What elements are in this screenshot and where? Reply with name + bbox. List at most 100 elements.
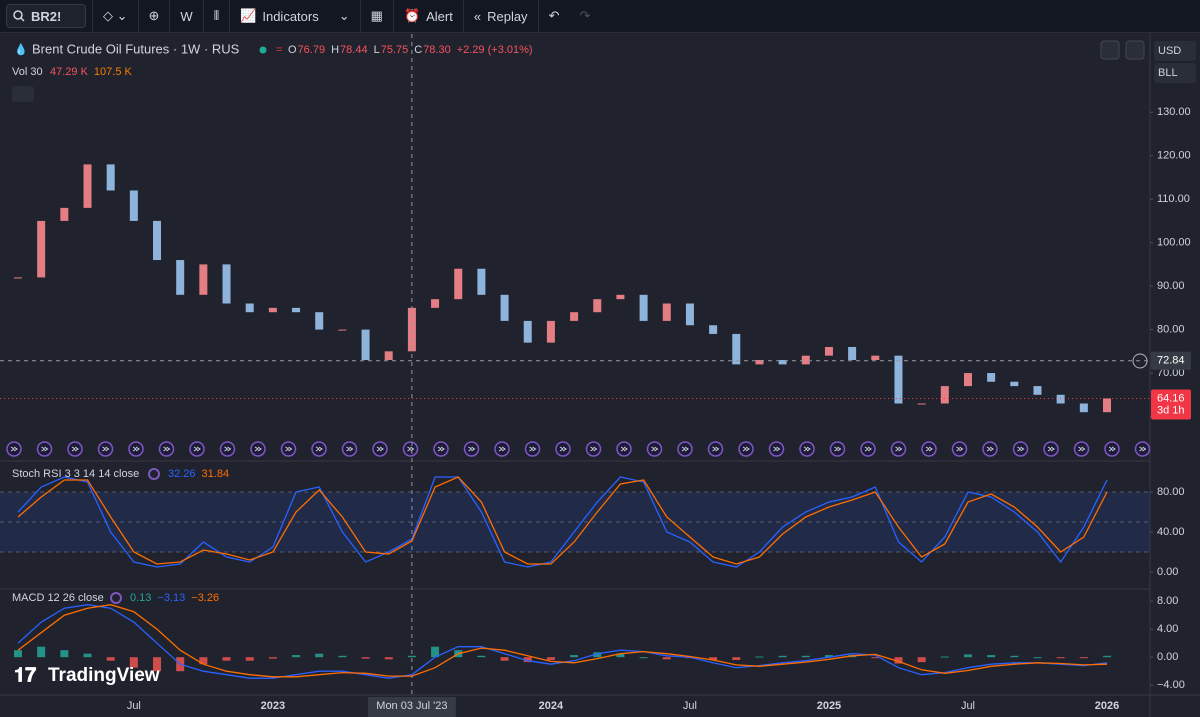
- event-arrow: [925, 446, 933, 452]
- search-icon: [13, 10, 25, 22]
- candle: [292, 307, 301, 313]
- chart: USD BLL 60.0070.0080.0090.00100.00110.00…: [0, 33, 1200, 717]
- histogram-bar: [292, 655, 301, 658]
- currency: USD: [1158, 45, 1181, 57]
- favorites[interactable]: ◇ ⌄: [92, 0, 139, 33]
- symbol-search[interactable]: BR2!: [6, 4, 86, 28]
- interval[interactable]: W: [170, 0, 204, 33]
- currency-box[interactable]: [1154, 41, 1196, 61]
- indicators-button[interactable]: 📈 Indicators ⌄: [230, 0, 361, 33]
- undo[interactable]: ↶: [548, 8, 560, 23]
- histogram-bar: [199, 657, 208, 665]
- alert-button[interactable]: ⏰ Alert: [394, 0, 464, 33]
- event-arrow: [651, 446, 659, 452]
- histogram-bar: [153, 657, 162, 672]
- ohlc-value: 75.75: [381, 44, 409, 56]
- brand-logo: 𝟏𝟕: [14, 664, 36, 686]
- event-arrow: [956, 446, 964, 452]
- event-arrow: [590, 446, 598, 452]
- ohlc-value: 78.44: [340, 44, 368, 56]
- histogram-bar: [546, 657, 555, 660]
- ohlc-key: L: [374, 44, 380, 56]
- stoch-icon: [148, 468, 160, 480]
- last-price: 64.16: [1157, 392, 1185, 404]
- candle: [176, 260, 185, 295]
- replay-button[interactable]: «Replay: [464, 0, 539, 33]
- candle: [454, 268, 463, 300]
- candle: [778, 360, 787, 365]
- y-tick-label: 100.00: [1157, 237, 1191, 249]
- background: [0, 33, 1200, 717]
- histogram-bar: [222, 657, 231, 661]
- candle: [709, 325, 718, 334]
- histogram-bar: [987, 655, 996, 658]
- event-arrow: [773, 446, 781, 452]
- candle: [755, 360, 764, 365]
- histogram-bar: [639, 657, 648, 659]
- event-arrow: [163, 446, 171, 452]
- y-tick-label: 130.00: [1157, 106, 1191, 118]
- histogram-bar: [1010, 655, 1019, 658]
- event-arrow: [254, 446, 262, 452]
- histogram-bar: [129, 657, 138, 668]
- redo[interactable]: ↷: [579, 8, 591, 23]
- event-arrow: [71, 446, 79, 452]
- x-tick-label: Mon 03 Jul '23: [376, 700, 447, 712]
- histogram-bar: [732, 657, 741, 660]
- histogram-bar: [37, 646, 46, 658]
- crosshair-price-box: [1151, 351, 1191, 370]
- event-arrow: [193, 446, 201, 452]
- y-tick-label: 4.00: [1157, 623, 1178, 635]
- macd-name: MACD 12 26 close: [12, 592, 104, 604]
- unit-box[interactable]: [1154, 63, 1196, 83]
- histogram-bar: [755, 656, 764, 658]
- ohlc-key: O: [288, 44, 297, 56]
- histogram-bar: [662, 657, 671, 660]
- band-fill: [0, 492, 1150, 552]
- event-arrow: [986, 446, 994, 452]
- x-tick-label: 2026: [1095, 700, 1119, 712]
- histogram-bar: [431, 646, 440, 658]
- event-arrow: [1139, 446, 1147, 452]
- brand-name: TradingView: [48, 665, 160, 686]
- layouts[interactable]: ▦: [361, 0, 394, 33]
- candle: [1079, 403, 1088, 413]
- candle: [546, 320, 555, 343]
- histogram-bar: [1033, 657, 1042, 659]
- histogram-bar: [338, 655, 347, 658]
- event-arrow: [102, 446, 110, 452]
- histogram-bar: [268, 657, 277, 659]
- candle: [199, 264, 208, 295]
- candle: [83, 164, 92, 208]
- candle: [1103, 398, 1111, 413]
- candle: [106, 164, 115, 191]
- histogram-bar: [940, 656, 949, 658]
- fullscreen-button[interactable]: [1125, 40, 1145, 60]
- event-arrow: [1017, 446, 1025, 452]
- y-tick-label: 70.00: [1157, 367, 1185, 379]
- status-icon: =: [276, 44, 282, 56]
- chart-type[interactable]: ⫴: [204, 0, 231, 33]
- candle: [639, 294, 648, 321]
- candle: [848, 346, 857, 361]
- candle: [477, 268, 486, 295]
- legend-value: 47.29 K: [50, 66, 89, 78]
- candle: [593, 299, 602, 313]
- countdown: 3d 1h: [1157, 404, 1185, 416]
- x-tick-label: Jul: [961, 700, 975, 712]
- event-arrow: [529, 446, 537, 452]
- scroll-button[interactable]: [1100, 40, 1120, 60]
- y-tick-label: 0.00: [1157, 651, 1178, 663]
- candle: [407, 307, 416, 352]
- ohlc-value: 76.79: [298, 44, 326, 56]
- symbol: BR2!: [31, 8, 62, 24]
- alert-label: Alert: [426, 8, 453, 24]
- event-arrow: [864, 446, 872, 452]
- x-tick-label: 2024: [539, 700, 564, 712]
- histogram-bar: [894, 657, 903, 664]
- compare[interactable]: ⊕: [139, 0, 171, 33]
- event-arrow: [132, 446, 140, 452]
- histogram-bar: [917, 657, 926, 663]
- collapse-button[interactable]: [12, 86, 34, 102]
